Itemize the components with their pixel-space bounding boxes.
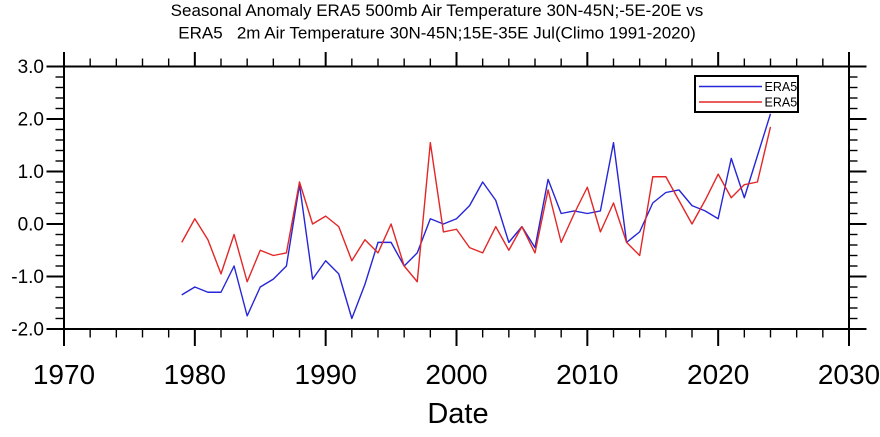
y-tick-label: -1.0 [11, 267, 44, 288]
x-tick-label: 2000 [425, 359, 487, 390]
legend-entry-label: ERA5 [765, 80, 798, 94]
chart-title-line2: ERA5 2m Air Temperature 30N-45N;15E-35E … [178, 24, 696, 43]
x-tick-label: 1990 [295, 359, 357, 390]
series-line-era5-2m [181, 126, 772, 283]
y-tick-label: 2.0 [18, 110, 44, 131]
y-tick-label: 0.0 [18, 215, 44, 236]
y-tick-label: 3.0 [18, 57, 44, 78]
chart-title-line1: Seasonal Anomaly ERA5 500mb Air Temperat… [171, 1, 704, 20]
x-axis-label: Date [427, 398, 488, 430]
series-line-era5-500mb [181, 113, 772, 320]
x-tick-label: 1980 [164, 359, 226, 390]
series-lines [181, 113, 772, 320]
x-tick-label: 2010 [556, 359, 618, 390]
x-tick-label: 2020 [687, 359, 749, 390]
y-tick-label: -2.0 [11, 320, 44, 341]
x-tick-label: 1970 [33, 359, 95, 390]
axes: 1970 1980 1990 2000 2010 2020 2030 -2.0 -1.0 0.0 1… [11, 52, 880, 390]
legend-box [694, 75, 799, 113]
y-tick-label: 1.0 [18, 162, 44, 183]
x-tick-label: 2030 [818, 359, 880, 390]
legend-entry-label: ERA5 [765, 96, 798, 110]
legend: ERA5 ERA5 [694, 75, 799, 113]
